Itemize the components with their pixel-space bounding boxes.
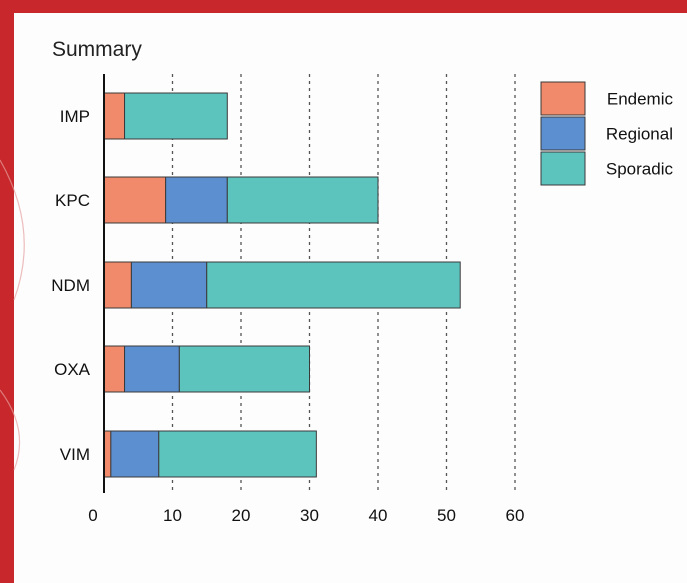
bar-kpc-endemic — [103, 176, 167, 224]
legend-swatch-sporadic — [540, 151, 586, 186]
bar-oxa-regional — [124, 345, 180, 393]
x-tick-40: 40 — [369, 506, 388, 525]
bar-ndm-regional — [130, 261, 208, 309]
legend-label-regional: Regional — [606, 125, 673, 144]
category-label-kpc: KPC — [55, 191, 90, 210]
bar-kpc-regional — [165, 176, 228, 224]
legend-swatch-regional — [540, 116, 586, 151]
legend-swatch-endemic — [540, 81, 586, 116]
bar-vim-endemic — [103, 430, 112, 478]
bar-oxa-endemic — [103, 345, 126, 393]
bar-ndm-endemic — [103, 261, 132, 309]
bar-vim-sporadic — [158, 430, 317, 478]
legend-label-endemic: Endemic — [607, 90, 674, 109]
bar-oxa-sporadic — [178, 345, 310, 393]
bar-imp-endemic — [103, 92, 126, 140]
bar-imp-sporadic — [124, 92, 228, 140]
frame-arc-decoration — [0, 159, 25, 301]
x-tick-10: 10 — [163, 506, 182, 525]
x-tick-60: 60 — [506, 506, 525, 525]
category-label-oxa: OXA — [54, 360, 91, 379]
bar-ndm-sporadic — [206, 261, 461, 309]
legend: Endemic Regional Sporadic — [540, 81, 674, 186]
x-tick-0: 0 — [88, 506, 97, 525]
x-tick-30: 30 — [300, 506, 319, 525]
category-label-imp: IMP — [60, 107, 90, 126]
bar-kpc-sporadic — [226, 176, 379, 224]
bars — [103, 92, 461, 478]
x-tick-50: 50 — [437, 506, 456, 525]
x-tick-20: 20 — [232, 506, 251, 525]
chart-title: Summary — [52, 38, 142, 61]
legend-label-sporadic: Sporadic — [606, 160, 674, 179]
bar-vim-regional — [110, 430, 160, 478]
category-label-ndm: NDM — [51, 276, 90, 295]
frame-arc-decoration — [0, 389, 21, 471]
x-tick-labels: 0 10 20 30 40 50 60 — [88, 506, 524, 525]
category-labels: IMP KPC NDM OXA VIM — [51, 107, 90, 464]
category-label-vim: VIM — [60, 445, 90, 464]
